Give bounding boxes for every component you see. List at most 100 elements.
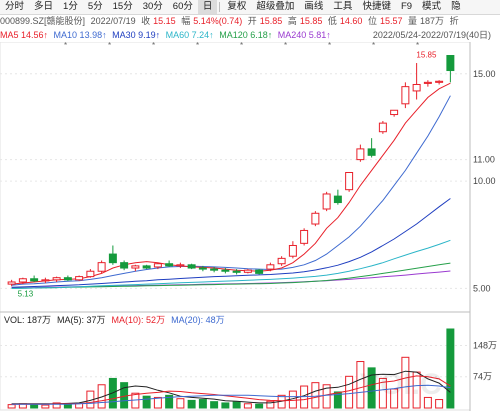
top-dot-marker: * <box>372 42 375 50</box>
volume-bar <box>187 399 196 409</box>
volume-bar <box>30 403 39 409</box>
volume-bar <box>435 399 444 409</box>
open-value: 15.85 <box>259 16 283 26</box>
candle-body <box>198 267 207 270</box>
ma10-legend: MA10 13.98↑ <box>53 30 107 40</box>
candle-body <box>232 270 241 273</box>
top-dot-marker: * <box>196 42 199 50</box>
price-tick-label: 10.00 <box>473 176 496 186</box>
volume-bar <box>322 384 331 409</box>
top-dot-marker: * <box>328 42 331 50</box>
volume-bar <box>232 401 241 409</box>
candle-body <box>86 270 95 278</box>
volume-bar <box>153 396 162 409</box>
vol-value: 187万 <box>420 16 445 26</box>
candle-body <box>322 193 331 210</box>
close-label: 收 <box>141 16 151 26</box>
prev-value: 15.57 <box>379 16 403 26</box>
price-tick-label: 5.00 <box>473 283 491 293</box>
draw-line-button[interactable]: 画线 <box>304 1 324 12</box>
candle-body <box>52 277 61 281</box>
hide-button[interactable]: 隐 <box>451 1 461 12</box>
ma5-legend: MA5 14.56↑ <box>0 30 49 40</box>
chart-frame <box>0 42 471 411</box>
volume-tick-label: 148万 <box>473 340 497 350</box>
top-dot-marker: * <box>416 42 419 50</box>
candle-body <box>401 86 410 105</box>
candle-body <box>41 279 50 282</box>
tab-60min[interactable]: 60分 <box>172 1 193 12</box>
volume-bar <box>333 391 342 409</box>
f9-button[interactable]: F9 <box>400 1 413 12</box>
adjust-button[interactable]: 复权 <box>227 1 247 12</box>
tools-button[interactable]: 工具 <box>333 1 353 12</box>
candle-body <box>367 148 376 156</box>
low-price-marker: 5.13 <box>18 289 34 298</box>
volume-bar <box>423 396 432 409</box>
candle-body <box>243 269 252 273</box>
volume-bar <box>221 402 230 409</box>
candle-body <box>255 269 264 274</box>
candle-body <box>333 195 342 204</box>
close-value: 15.15 <box>153 16 176 26</box>
mode-button[interactable]: 模式 <box>422 1 442 12</box>
top-dot-marker: * <box>284 42 287 50</box>
vol-legend-total: VOL: 187万 <box>4 315 51 325</box>
candle-body <box>142 265 151 269</box>
price-tick-label: 15.00 <box>473 69 496 79</box>
volume-bar <box>176 398 185 409</box>
candle-body <box>221 269 230 272</box>
low-value: 14.60 <box>339 16 363 26</box>
volume-bar <box>378 377 387 409</box>
volume-bar <box>266 400 275 409</box>
volume-bar <box>210 401 219 409</box>
tab-timeshare[interactable]: 分时 <box>5 1 25 12</box>
candle-body <box>378 122 387 133</box>
tab-1min[interactable]: 1分 <box>63 1 78 12</box>
candle-body <box>108 253 117 264</box>
toolbar-divider <box>219 2 221 12</box>
shortcut-button[interactable]: 快捷键 <box>362 1 391 12</box>
open-label: 开 <box>247 16 257 26</box>
candle-body <box>356 148 365 161</box>
candle-body <box>345 172 354 191</box>
quote-extra: 折 <box>449 16 459 26</box>
candle-body <box>153 263 162 268</box>
ma60-line <box>11 239 451 289</box>
candle-body <box>187 264 196 269</box>
volume-bar <box>63 403 72 409</box>
volume-bar <box>345 375 354 409</box>
date-range-label: 2022/05/24-2022/07/19(40日) <box>372 30 491 40</box>
candle-body <box>176 264 185 267</box>
volume-bar <box>446 328 455 409</box>
candle-body <box>7 281 16 285</box>
volume-bar <box>7 404 16 409</box>
chart-canvas[interactable]: * * * * * * * * * 15.00 11.00 10.00 5.00 15.85 5.13 VOL… <box>0 42 500 413</box>
volume-bar <box>311 382 320 409</box>
candle-body <box>18 278 27 283</box>
tab-5min[interactable]: 5分 <box>87 1 103 12</box>
watermark-text: VOI.C <box>360 368 442 401</box>
vol-legend-ma10: MA(10): 52万 <box>112 315 166 325</box>
volume-bar <box>142 395 151 409</box>
ma60-legend: MA60 7.24↑ <box>165 30 214 40</box>
candle-body <box>446 55 455 72</box>
top-dot-marker: * <box>152 42 155 50</box>
tab-30min[interactable]: 30分 <box>142 1 163 12</box>
candle-body <box>131 265 140 269</box>
candle-body <box>423 81 432 84</box>
tab-multi-day[interactable]: 多日 <box>34 1 54 12</box>
candle-body <box>210 268 219 271</box>
candle-body <box>165 263 174 267</box>
candle-body <box>75 276 84 281</box>
tab-daily[interactable]: 日 <box>197 0 218 14</box>
tab-15min[interactable]: 15分 <box>112 1 133 12</box>
candle-body <box>97 262 106 272</box>
candle-body <box>300 229 309 244</box>
candle-body <box>288 244 297 257</box>
overlay-button[interactable]: 超级叠加 <box>256 1 295 12</box>
candle-body <box>390 109 399 116</box>
ma-legend-row: MA5 14.56↑ MA10 13.98↑ MA30 9.19↑ MA60 7… <box>0 30 500 41</box>
vol-legend-ma20: MA(20): 48万 <box>171 315 225 325</box>
volume-legend: VOL: 187万 MA(5): 37万 MA(10): 52万 MA(20): 48… <box>4 315 225 325</box>
